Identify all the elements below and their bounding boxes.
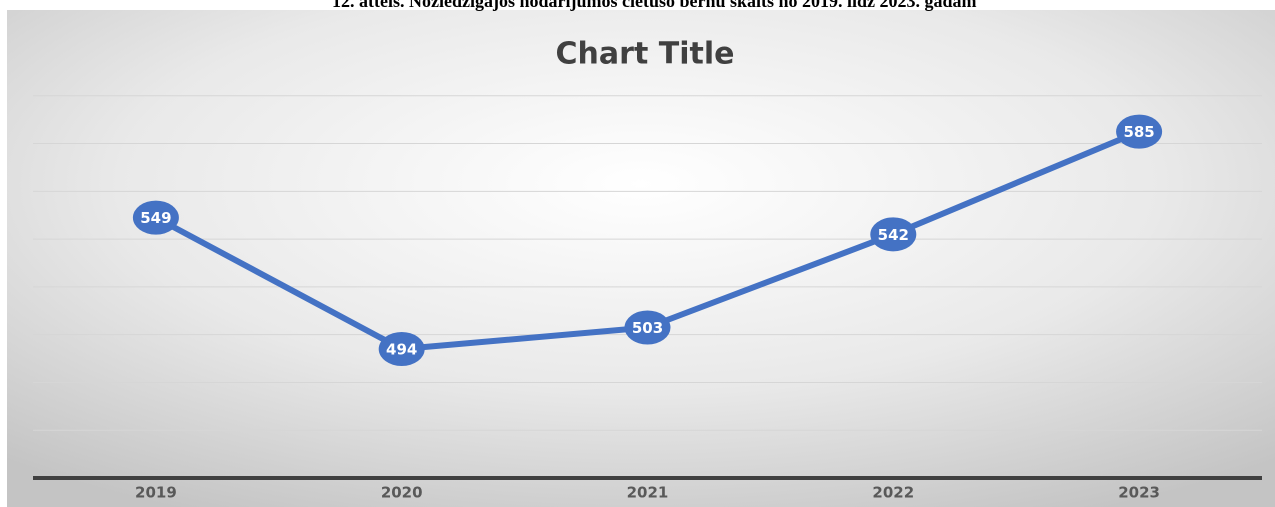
data-label: 503	[632, 319, 663, 337]
data-point	[1116, 114, 1163, 149]
data-label: 585	[1123, 123, 1154, 141]
caption: 12. attēls. Noziedzīgajos nodarījumos ci…	[332, 0, 977, 11]
data-point	[870, 217, 917, 252]
chart-background	[7, 10, 1275, 507]
data-label: 549	[140, 209, 171, 227]
x-tick-label: 2022	[872, 484, 914, 502]
data-point	[132, 200, 179, 235]
x-tick-label: 2020	[381, 484, 423, 502]
data-point	[624, 310, 671, 345]
x-tick-label: 2019	[135, 484, 177, 502]
data-point	[378, 332, 425, 366]
x-tick-label: 2023	[1118, 484, 1160, 502]
data-label: 542	[878, 226, 909, 244]
data-label: 494	[386, 341, 417, 359]
x-tick-label: 2021	[627, 484, 669, 502]
chart-title: Chart Title	[556, 37, 735, 72]
